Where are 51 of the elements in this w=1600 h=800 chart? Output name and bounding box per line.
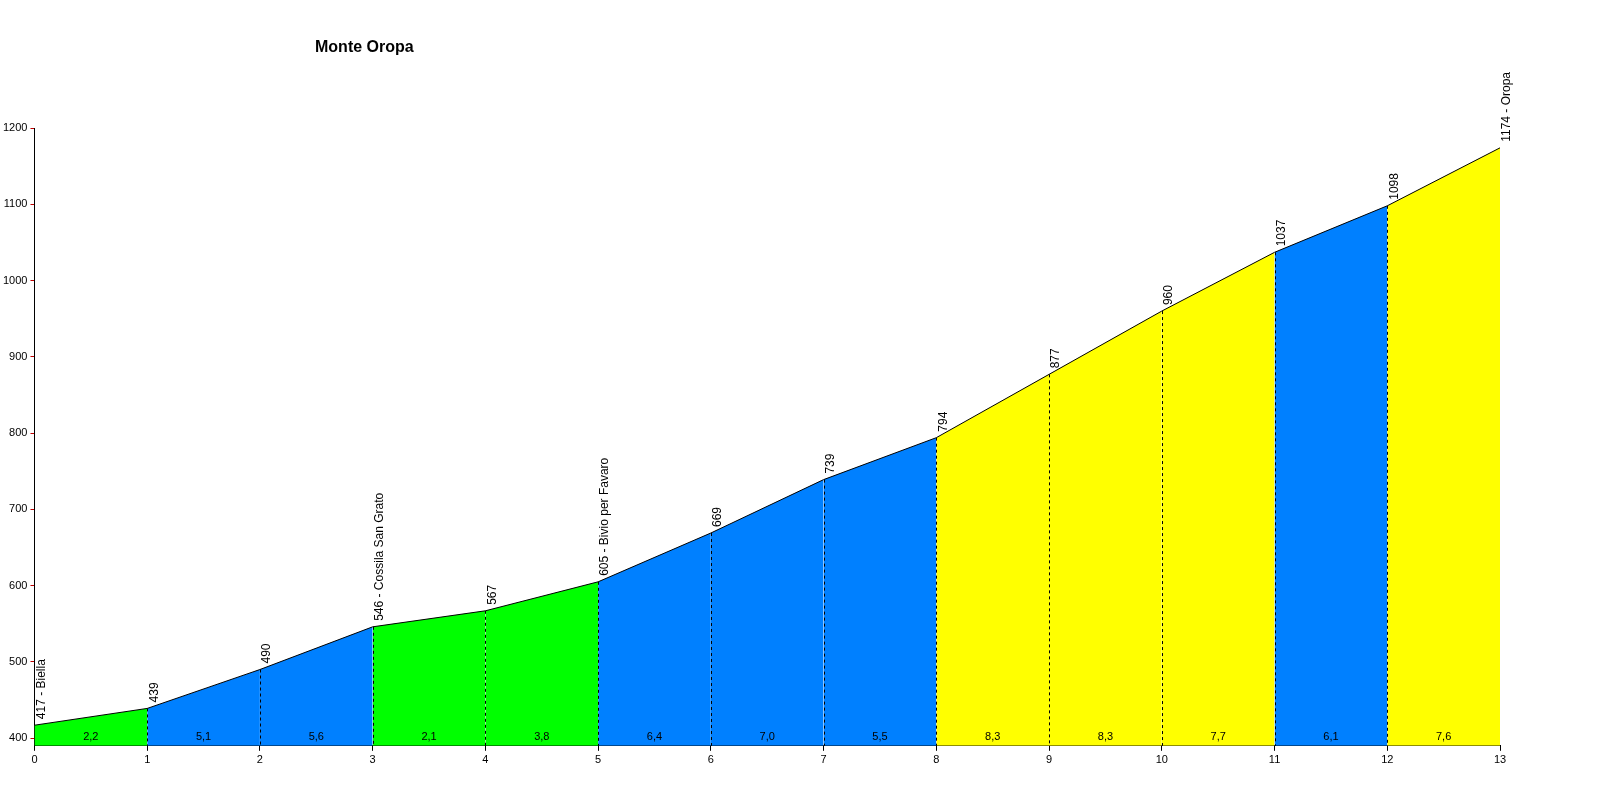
y-tick-label: 800 bbox=[9, 426, 28, 439]
y-tick-label: 1000 bbox=[2, 273, 28, 286]
x-tick-label: 12 bbox=[1381, 753, 1394, 766]
data-label: 1098 bbox=[1386, 172, 1401, 200]
data-label: 960 bbox=[1161, 284, 1176, 306]
x-tick-label: 11 bbox=[1268, 753, 1281, 766]
data-label: 739 bbox=[822, 453, 837, 474]
data-label: 877 bbox=[1048, 348, 1063, 369]
y-tick-label: 600 bbox=[9, 578, 28, 591]
annotation: 6,1 bbox=[1323, 730, 1339, 743]
data-label: 417 - Biella bbox=[33, 658, 48, 720]
data-label: 1037 bbox=[1273, 219, 1288, 247]
x-tick-label: 3 bbox=[369, 753, 376, 766]
annotation: 7,6 bbox=[1435, 730, 1452, 743]
annotation: 7,0 bbox=[759, 730, 775, 743]
annotation: 3,8 bbox=[534, 730, 550, 743]
x-tick-label: 4 bbox=[482, 753, 489, 766]
x-tick-label: 6 bbox=[707, 753, 714, 766]
annotation: 8,3 bbox=[1097, 730, 1114, 743]
annotation: 8,3 bbox=[985, 730, 1001, 743]
data-label: 439 bbox=[146, 682, 161, 703]
data-label: 669 bbox=[710, 506, 725, 527]
annotation: 5,6 bbox=[308, 730, 324, 743]
y-tick-label: 1100 bbox=[3, 197, 28, 210]
x-tick-label: 2 bbox=[256, 753, 263, 766]
annotation: 7,7 bbox=[1210, 730, 1226, 743]
annotation: 5,1 bbox=[195, 730, 212, 743]
y-tick-label: 500 bbox=[9, 654, 28, 667]
x-tick-label: 9 bbox=[1046, 753, 1053, 766]
x-tick-label: 5 bbox=[595, 753, 602, 766]
chart-title: Monte Oropa bbox=[315, 38, 414, 56]
x-tick-label: 8 bbox=[933, 753, 940, 766]
data-label: 794 bbox=[935, 411, 950, 432]
annotation: 5,5 bbox=[872, 730, 888, 743]
data-label: 546 - Cossila San Grato bbox=[371, 492, 386, 621]
x-tick-label: 13 bbox=[1493, 753, 1507, 766]
data-label: 567 bbox=[484, 584, 499, 605]
data-label: 490 bbox=[259, 643, 274, 664]
data-label: 605 - Bivio per Favaro bbox=[597, 457, 612, 576]
annotation: 2,1 bbox=[421, 730, 437, 743]
y-tick-label: 700 bbox=[9, 502, 28, 515]
x-tick-label: 10 bbox=[1155, 753, 1168, 766]
y-tick-label: 900 bbox=[9, 349, 28, 362]
y-tick-label: 1200 bbox=[2, 121, 28, 134]
x-tick-label: 1 bbox=[144, 753, 151, 766]
data-label: 1174 - Oropa bbox=[1499, 71, 1514, 142]
y-tick-label: 400 bbox=[9, 731, 28, 744]
x-tick-label: 7 bbox=[820, 753, 827, 766]
annotation: 6,4 bbox=[646, 730, 663, 743]
annotation: 2,2 bbox=[83, 730, 99, 743]
x-tick-label: 0 bbox=[31, 753, 38, 766]
